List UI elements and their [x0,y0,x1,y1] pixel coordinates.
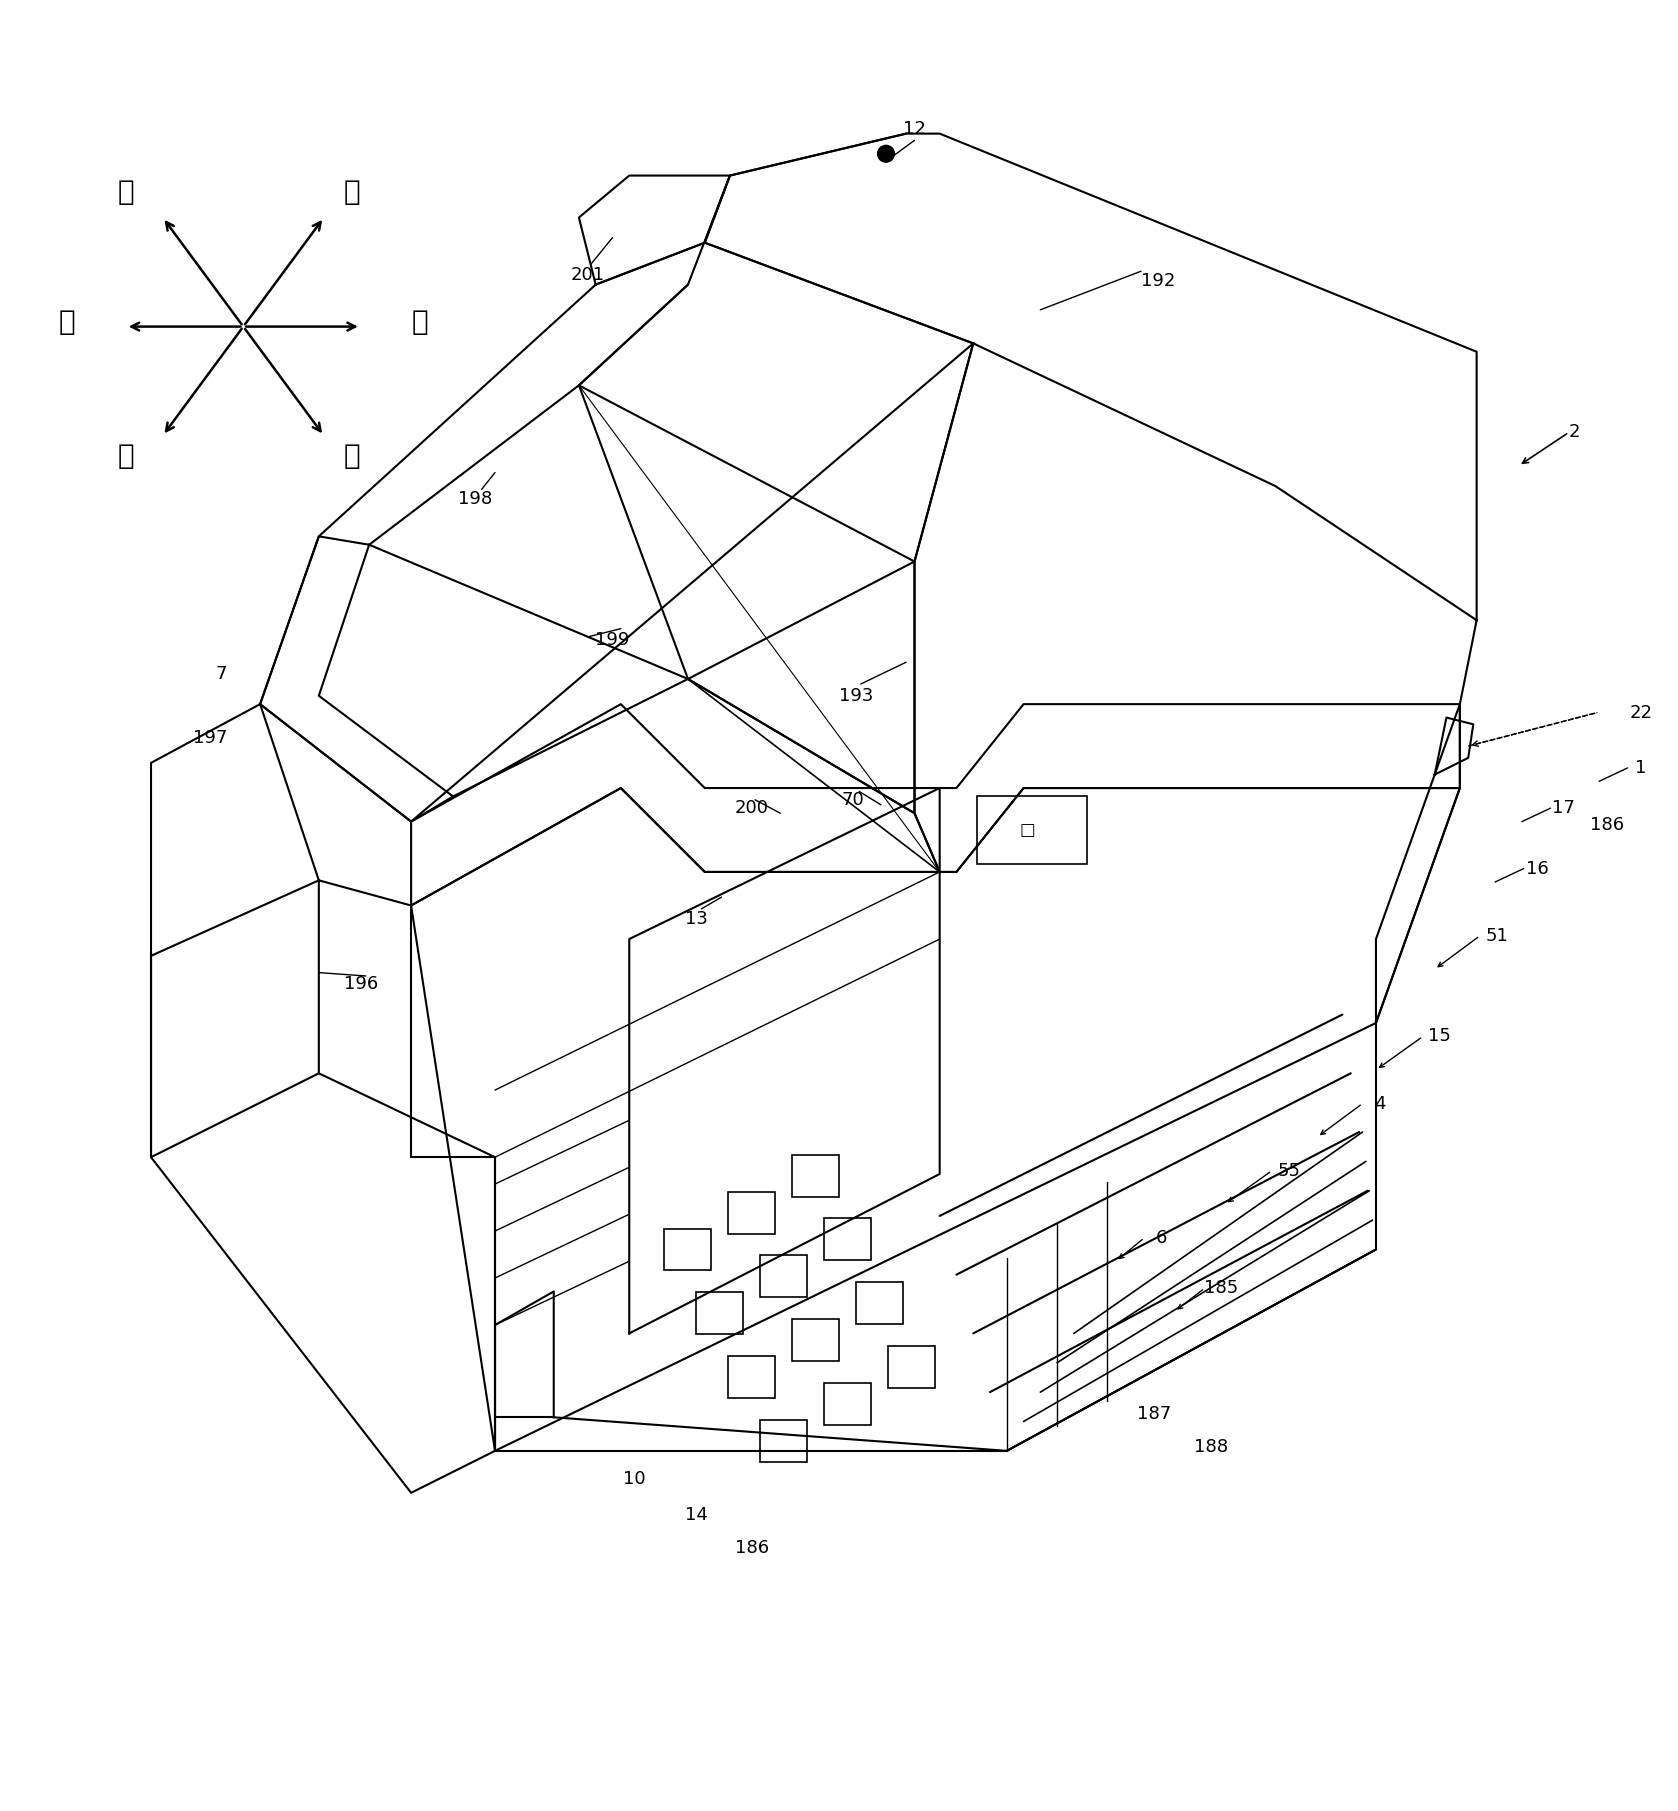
Text: 185: 185 [1205,1279,1238,1297]
Text: 15: 15 [1428,1027,1451,1045]
Text: 山: 山 [117,177,134,206]
Text: 197: 197 [193,728,227,746]
Text: □: □ [1019,820,1035,838]
Text: 188: 188 [1195,1438,1228,1456]
Text: 右: 右 [344,177,361,206]
Text: 13: 13 [685,909,708,927]
Text: 上: 上 [59,308,76,335]
Text: 12: 12 [903,120,926,138]
Circle shape [878,145,894,163]
Text: 2: 2 [1569,424,1579,442]
Text: 7: 7 [216,665,227,683]
Text: 187: 187 [1138,1405,1171,1423]
Text: 55: 55 [1277,1161,1300,1179]
Text: 下: 下 [411,308,428,335]
Text: 16: 16 [1525,860,1549,878]
Text: 6: 6 [1156,1228,1166,1246]
Text: 198: 198 [458,491,492,509]
Text: 17: 17 [1552,799,1576,817]
Text: 前: 前 [344,442,361,469]
Text: 10: 10 [623,1471,646,1489]
Text: 186: 186 [735,1539,769,1557]
Text: 左: 左 [117,442,134,469]
Text: 199: 199 [596,632,629,650]
Text: 70: 70 [841,791,864,810]
Text: 186: 186 [1591,817,1624,833]
Text: 1: 1 [1636,759,1646,777]
Text: 192: 192 [1141,272,1175,290]
Text: 201: 201 [571,266,604,284]
Text: 196: 196 [344,976,378,994]
Text: 193: 193 [839,686,873,704]
Text: 22: 22 [1629,703,1653,721]
Text: 51: 51 [1485,927,1509,945]
Text: 200: 200 [735,799,769,817]
Text: 4: 4 [1374,1094,1384,1112]
Text: 14: 14 [685,1505,708,1523]
